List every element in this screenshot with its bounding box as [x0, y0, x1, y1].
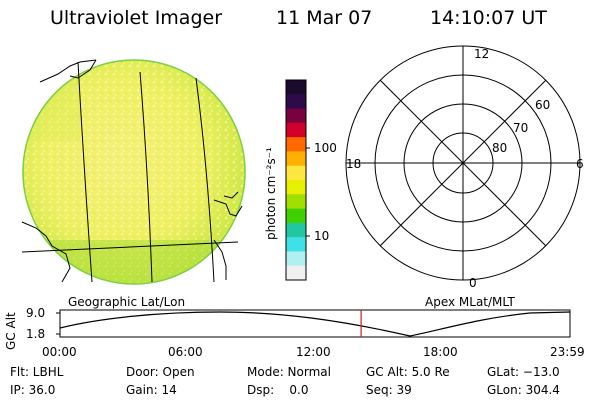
coastline [223, 191, 239, 199]
colorbar-tick-label: 100 [314, 141, 337, 155]
coastline [21, 221, 71, 283]
timeline-xtick-label: 18:00 [423, 345, 458, 359]
mlt-label-18: 18 [346, 157, 362, 171]
timeline-frame [59, 309, 571, 338]
mlat-label-70: 70 [513, 121, 529, 135]
right-caption: Apex MLat/MLT [425, 295, 515, 309]
timeline-ytick-label: 1.8 [26, 327, 46, 341]
coastline [39, 59, 97, 83]
colorbar-segment [286, 108, 306, 124]
colorbar-segment [286, 137, 306, 152]
timeline-xtick-label: 00:00 [42, 345, 77, 359]
mlat-label-60: 60 [535, 98, 551, 112]
timeline-ylabel: GC Alt [4, 312, 18, 350]
colorbar-frame [285, 79, 307, 281]
colorbar-segment [286, 265, 306, 281]
glon-status: GLon: 304.4 [487, 383, 560, 397]
colorbar-tick-label: 10 [314, 229, 330, 243]
altitude-curve [59, 311, 571, 337]
coastline [69, 59, 97, 79]
earth-limb-shade [23, 60, 80, 140]
timeline-xtick-label: 06:00 [168, 345, 203, 359]
meridian-line [77, 61, 93, 283]
meridian-line [195, 77, 215, 283]
gc-alt-status: GC Alt: 5.0 Re [366, 365, 450, 379]
colorbar-segment [286, 222, 306, 238]
ip-status: IP: 36.0 [10, 383, 56, 397]
parallel-line [21, 241, 239, 253]
coastline [213, 239, 227, 280]
earth-limb [22, 59, 246, 285]
timeline-xtick-label: 12:00 [296, 345, 331, 359]
colorbar-segment [286, 251, 306, 267]
left-caption: Geographic Lat/Lon [68, 295, 186, 309]
polar-diagonal [379, 79, 547, 247]
colorbar-segment [286, 237, 306, 252]
timeline-panel [56, 309, 571, 338]
polar-plot [345, 45, 581, 281]
time-label: 14:10:07 UT [430, 7, 547, 29]
colorbar-unit-label: photon cm⁻²s⁻¹ [264, 147, 278, 240]
mlt-label-0: 0 [469, 276, 477, 290]
colorbar-segment [286, 122, 306, 138]
dsp-status: Dsp: 0.0 [247, 383, 309, 397]
timeline-xtick-label: 23:59 [550, 345, 585, 359]
colorbar-segment [286, 80, 306, 95]
seq-status: Seq: 39 [366, 383, 412, 397]
colorbar-segment [286, 194, 306, 210]
glat-status: GLat: −13.0 [487, 365, 560, 379]
timeline-ytick-label: 9.0 [26, 306, 46, 320]
colorbar-segment [286, 165, 306, 181]
mode-status: Mode: Normal [247, 365, 331, 379]
date-label: 11 Mar 07 [276, 7, 373, 29]
colorbar-segment [286, 151, 306, 167]
earth-texture [23, 60, 245, 284]
mlat-label-80: 80 [492, 141, 508, 155]
coastline [213, 199, 243, 217]
colorbar-segment [286, 94, 306, 110]
earth-image [22, 59, 246, 285]
door-status: Door: Open [126, 365, 195, 379]
filter-status: Flt: LBHL [10, 365, 64, 379]
colorbar [285, 79, 310, 281]
colorbar-segment [286, 180, 306, 195]
mlt-label-6: 6 [576, 157, 584, 171]
meridian-line [139, 71, 153, 283]
instrument-title: Ultraviolet Imager [50, 7, 223, 29]
gain-status: Gain: 14 [126, 383, 177, 397]
colorbar-segment [286, 208, 306, 224]
mlt-label-12: 12 [474, 47, 490, 61]
geographic-grid [21, 59, 243, 283]
